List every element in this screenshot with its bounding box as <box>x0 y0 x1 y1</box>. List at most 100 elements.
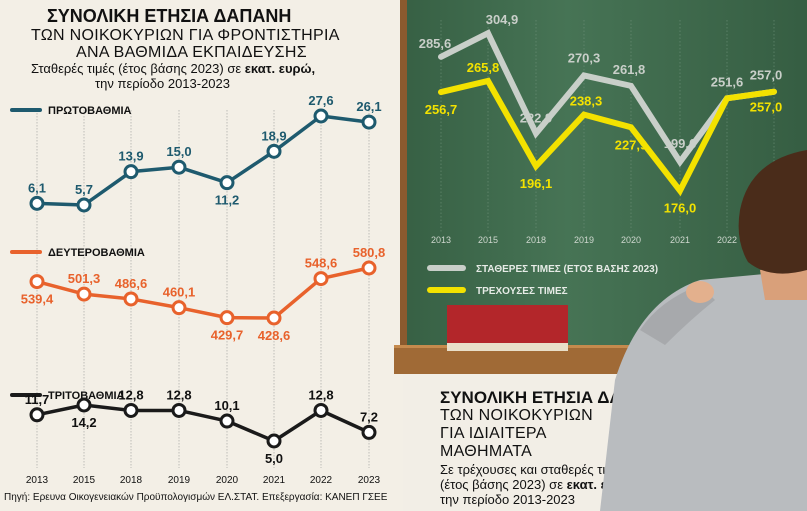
data-point-primary-2015 <box>76 197 92 213</box>
data-label-secondary-2013: 539,4 <box>21 292 54 307</box>
left-note-line1: Σταθερές τιμές (έτος βάσης 2023) σε εκατ… <box>31 61 315 76</box>
data-label-total-1-2020: 227,9 <box>615 137 648 152</box>
x-tick-board-2018: 2018 <box>526 235 546 245</box>
data-label-tertiary-2019: 12,8 <box>166 387 191 402</box>
right-note-text: (έτος βάσης 2023) σε <box>440 477 567 492</box>
data-label-total-1-2013: 256,7 <box>425 102 458 117</box>
right-subtitle-line1: ΤΩΝ ΝΟΙΚΟΚΥΡΙΩΝ <box>440 407 593 424</box>
data-label-primary-2018: 13,9 <box>118 149 143 164</box>
left-note-text: Σταθερές τιμές (έτος βάσης 2023) σε <box>31 61 245 76</box>
series-line-secondary <box>36 266 370 320</box>
data-label-total-1-2019: 238,3 <box>570 94 603 109</box>
x-tick-board-2020: 2020 <box>621 235 641 245</box>
right-note-line1: Σε τρέχουσες και σταθερές τιμές <box>440 462 625 477</box>
data-label-tertiary-2021: 5,0 <box>265 451 283 466</box>
eraser <box>447 305 568 351</box>
left-note-line2: την περίοδο 2013-2023 <box>95 76 231 91</box>
data-label-primary-2015: 5,7 <box>75 182 93 197</box>
series-line-tertiary <box>36 403 370 443</box>
x-tick-left-2021: 2021 <box>263 475 286 486</box>
data-label-total-1-2015: 265,8 <box>467 60 500 75</box>
data-label-secondary-2022: 548,6 <box>305 256 338 271</box>
data-label-tertiary-2018: 12,8 <box>118 387 143 402</box>
person-hand <box>686 281 714 303</box>
series-line-primary <box>36 114 370 207</box>
series-line-total-1 <box>438 77 777 197</box>
legend-label-primary: ΠΡΩΤΟΒΑΘΜΙΑ <box>48 105 132 117</box>
x-tick-left-2022: 2022 <box>310 475 333 486</box>
x-tick-left-2018: 2018 <box>120 475 143 486</box>
legend-label-constant: ΣΤΑΘΕΡΕΣ ΤΙΜΕΣ (ΕΤΟΣ ΒΑΣΗΣ 2023) <box>476 264 658 275</box>
data-point-secondary-2013 <box>29 274 45 290</box>
data-label-primary-2022: 27,6 <box>308 93 333 108</box>
chart-primary: ΠΡΩΤΟΒΑΘΜΙΑ 6,1 5,7 13,9 15,0 11,2 18,9 27,6 26,… <box>10 93 382 213</box>
data-label-tertiary-2020: 10,1 <box>214 398 239 413</box>
data-label-total-0-2013: 285,6 <box>419 36 452 51</box>
data-point-tertiary-2013 <box>29 407 45 423</box>
x-tick-board-2019: 2019 <box>574 235 594 245</box>
data-label-total-1-2021: 176,0 <box>664 201 697 216</box>
data-label-tertiary-2015: 14,2 <box>71 415 96 430</box>
data-point-secondary-2022 <box>313 271 329 287</box>
left-subtitle-line2: ΑΝΑ ΒΑΘΜΙΔΑ ΕΚΠΑΙΔΕΥΣΗΣ <box>76 44 307 61</box>
left-note-unit: εκατ. ευρώ, <box>244 61 316 76</box>
data-label-primary-2020: 11,2 <box>215 193 240 208</box>
data-label-secondary-2021: 428,6 <box>258 328 291 343</box>
data-point-primary-2023 <box>361 114 377 130</box>
right-note-line3: την περίοδο 2013-2023 <box>440 492 576 507</box>
data-point-secondary-2018 <box>123 291 139 307</box>
data-label-primary-2013: 6,1 <box>28 180 46 195</box>
data-label-total-0-2022: 251,6 <box>711 74 744 89</box>
data-label-primary-2021: 18,9 <box>261 128 286 143</box>
data-point-primary-2020 <box>219 175 235 191</box>
left-panel <box>0 0 403 511</box>
data-label-total-0-2015: 304,9 <box>486 12 519 27</box>
x-tick-board-2013: 2013 <box>431 235 451 245</box>
person-hair <box>738 150 807 274</box>
data-point-secondary-2021 <box>266 310 282 326</box>
data-point-secondary-2019 <box>171 300 187 316</box>
data-label-tertiary-2023: 7,2 <box>360 409 378 424</box>
data-point-primary-2022 <box>313 108 329 124</box>
data-label-secondary-2018: 486,6 <box>115 276 148 291</box>
data-label-secondary-2015: 501,3 <box>68 271 101 286</box>
x-tick-board-2015: 2015 <box>478 235 498 245</box>
data-point-secondary-2015 <box>76 286 92 302</box>
data-label-total-0-2023: 257,0 <box>750 68 783 83</box>
data-point-tertiary-2021 <box>266 433 282 449</box>
x-tick-board-2021: 2021 <box>670 235 690 245</box>
data-point-primary-2021 <box>266 143 282 159</box>
data-point-secondary-2020 <box>219 310 235 326</box>
chart-total: 285,6 304,9 222,9 270,3 261,8 199,6 251,6 257,0… <box>419 12 784 297</box>
data-label-tertiary-2013: 11,7 <box>25 392 50 407</box>
x-tick-left-2019: 2019 <box>168 475 191 486</box>
data-point-primary-2013 <box>29 195 45 211</box>
x-tick-board-2022: 2022 <box>717 235 737 245</box>
data-label-secondary-2023: 580,8 <box>353 245 386 260</box>
legend-label-current: ΤΡΕΧΟΥΣΕΣ ΤΙΜΕΣ <box>476 286 568 297</box>
data-label-total-0-2019: 270,3 <box>568 50 601 65</box>
data-label-secondary-2019: 460,1 <box>163 285 196 300</box>
data-point-primary-2018 <box>123 164 139 180</box>
data-label-total-0-2018: 222,9 <box>520 110 553 125</box>
data-point-tertiary-2020 <box>219 413 235 429</box>
x-tick-left-2015: 2015 <box>73 475 96 486</box>
x-tick-left-2020: 2020 <box>216 475 239 486</box>
data-label-primary-2019: 15,0 <box>166 144 191 159</box>
data-point-primary-2019 <box>171 159 187 175</box>
left-subtitle-line1: ΤΩΝ ΝΟΙΚΟΚΥΡΙΩΝ ΓΙΑ ΦΡΟΝΤΙΣΤΗΡΙΑ <box>31 27 340 44</box>
data-label-tertiary-2022: 12,8 <box>308 387 333 402</box>
right-subtitle-line3: ΜΑΘΗΜΑΤΑ <box>440 443 533 460</box>
left-title: ΣΥΝΟΛΙΚΗ ΕΤΗΣΙΑ ΔΑΠΑΝΗ <box>47 6 292 26</box>
data-point-tertiary-2023 <box>361 424 377 440</box>
right-subtitle-line2: ΓΙΑ ΙΔΙΑΙΤΕΡΑ <box>440 425 547 442</box>
data-label-secondary-2020: 429,7 <box>211 328 244 343</box>
person-illustration <box>600 150 807 511</box>
data-point-tertiary-2019 <box>171 402 187 418</box>
data-point-tertiary-2015 <box>76 397 92 413</box>
data-label-total-0-2021: 199,6 <box>664 136 697 151</box>
legend-label-tertiary: ΤΡΙΤΟΒΑΘΜΙΑ <box>48 390 125 402</box>
data-label-total-0-2020: 261,8 <box>613 62 646 77</box>
